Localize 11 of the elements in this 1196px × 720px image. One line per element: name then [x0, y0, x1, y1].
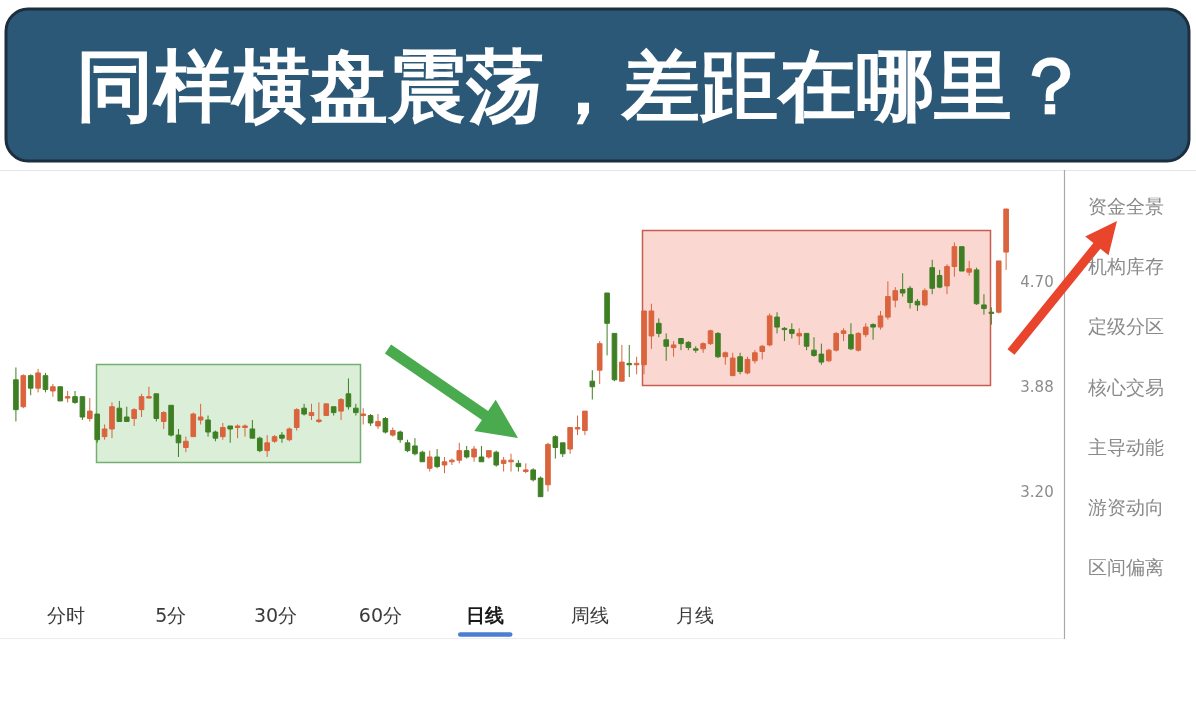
- annotation: 日线: [466, 604, 505, 626]
- annotation: 分时: [47, 604, 85, 626]
- chart-title: 同样横盘震荡，差距在哪里？: [76, 41, 1090, 131]
- y-tick-label: 3.20: [1020, 482, 1054, 501]
- annotation: 5分: [155, 604, 187, 626]
- y-tick-label: 4.70: [1020, 273, 1054, 292]
- annotation: 30分: [254, 604, 298, 626]
- y-tick-label: 3.88: [1020, 377, 1054, 396]
- annotation: 60分: [358, 604, 402, 626]
- annotation: 月线: [675, 604, 714, 626]
- annotation: 周线: [571, 604, 609, 626]
